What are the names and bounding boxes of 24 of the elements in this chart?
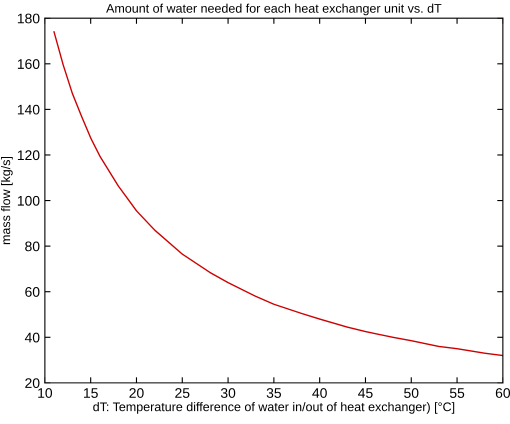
y-tick-label: 120 — [18, 150, 40, 160]
x-tick-label: 55 — [450, 388, 464, 398]
line-series — [53, 31, 503, 356]
x-axis-title: dT: Temperature difference of water in/out of heat exchanger) [°C] — [93, 402, 454, 414]
x-tick-label: 25 — [175, 388, 190, 398]
x-tick-label: 30 — [220, 388, 236, 398]
y-tick-label: 40 — [24, 332, 40, 342]
y-tick-label: 180 — [18, 14, 40, 24]
y-tick-label: 20 — [25, 378, 40, 388]
y-tick-label: 160 — [18, 59, 40, 69]
y-axis-title: mass flow [kg/s] — [1, 156, 13, 244]
x-tick-label: 60 — [496, 388, 510, 398]
y-tick-label: 60 — [25, 287, 40, 297]
x-tick-label: 10 — [38, 388, 52, 398]
y-tick-label: 100 — [18, 196, 40, 206]
x-tick-label: 45 — [358, 388, 373, 398]
y-tick-label: 140 — [18, 104, 40, 115]
x-tick-label: 40 — [312, 388, 327, 398]
x-tick-label: 50 — [404, 388, 418, 398]
y-tick-label: 80 — [25, 241, 40, 252]
x-tick-label: 20 — [129, 388, 144, 398]
x-tick-label: 35 — [266, 388, 282, 398]
chart-title: Amount of water needed for each heat exchanger unit vs. dT — [106, 4, 442, 16]
x-tick-label: 15 — [84, 388, 98, 398]
